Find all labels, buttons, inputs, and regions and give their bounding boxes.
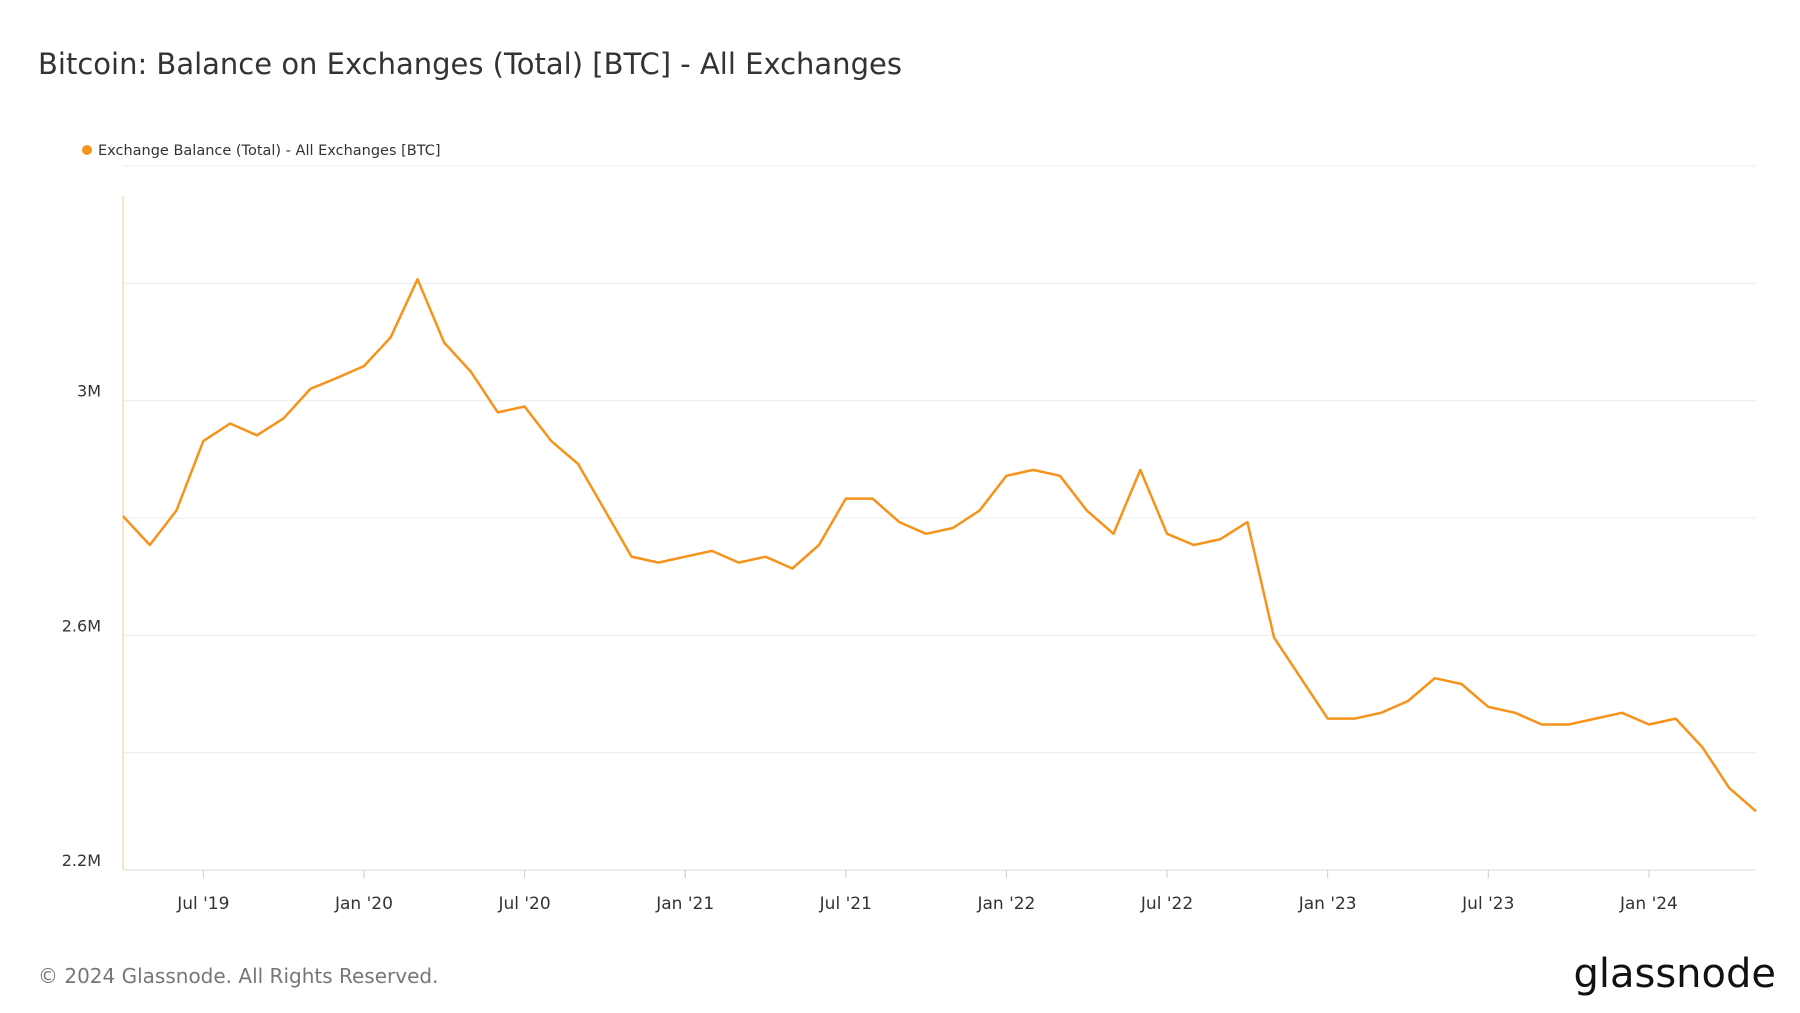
y-tick-label: 2.6M: [62, 616, 101, 635]
y-tick-label: 3M: [77, 382, 101, 401]
x-tick-label: Jan '23: [1298, 894, 1357, 914]
x-tick-label: Jan '21: [655, 894, 714, 914]
x-tick-label: Jul '22: [1140, 894, 1193, 914]
x-tick-label: Jul '19: [176, 894, 229, 914]
x-tick-label: Jan '20: [334, 894, 393, 914]
y-tick-label: 2.2M: [62, 851, 101, 870]
x-tick-label: Jan '22: [976, 894, 1035, 914]
copyright: © 2024 Glassnode. All Rights Reserved.: [38, 964, 438, 988]
x-tick-label: Jul '23: [1461, 894, 1514, 914]
legend-marker: [82, 145, 92, 155]
x-tick-label: Jul '20: [497, 894, 550, 914]
legend-label: Exchange Balance (Total) - All Exchanges…: [98, 143, 441, 159]
chart-title: Bitcoin: Balance on Exchanges (Total) [B…: [38, 47, 902, 81]
data-line: [122, 277, 1757, 813]
x-tick-label: Jul '21: [819, 894, 872, 914]
x-tick-label: Jan '24: [1619, 894, 1678, 914]
brand-logo: glassnode: [1573, 951, 1776, 997]
